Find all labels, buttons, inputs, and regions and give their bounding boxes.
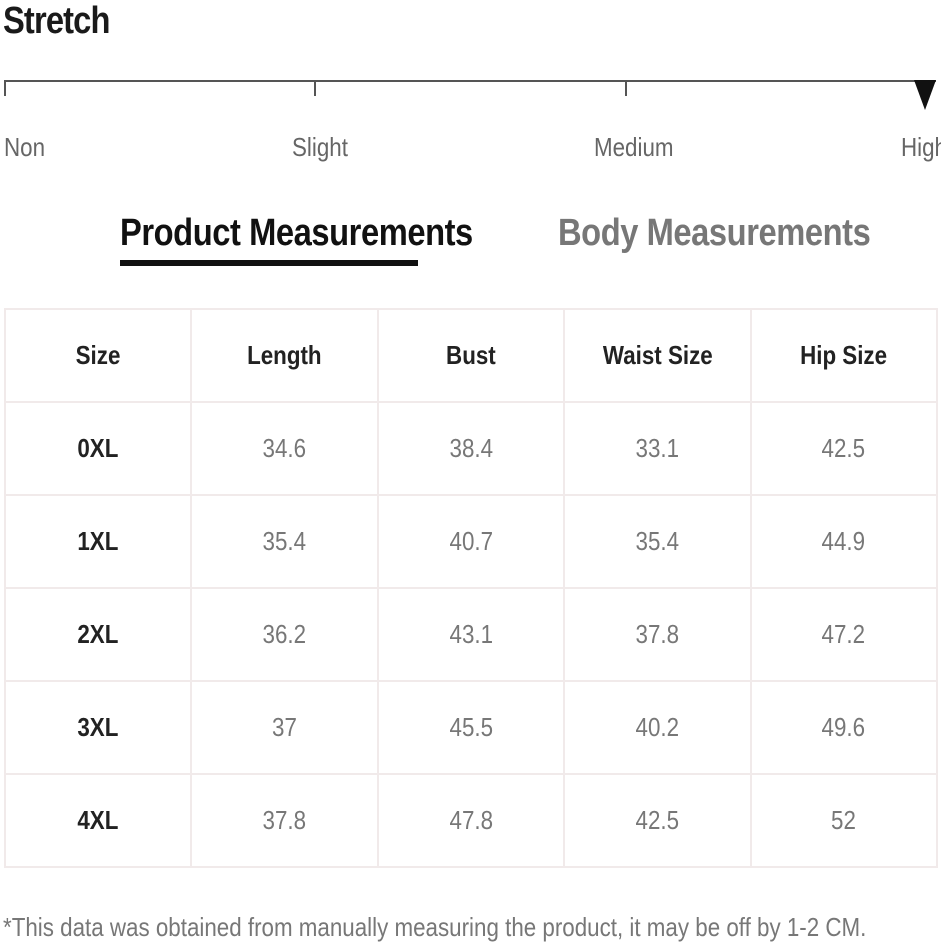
- stretch-scale: Non Slight Medium High: [0, 70, 941, 170]
- stretch-label-high: High: [901, 132, 941, 162]
- header-bust: Bust: [376, 308, 566, 403]
- size-cell: 4XL: [3, 773, 193, 868]
- tab-body-measurements[interactable]: Body Measurements: [558, 212, 871, 254]
- bust-cell: 40.7: [376, 494, 566, 589]
- tab-product-measurements[interactable]: Product Measurements: [120, 212, 473, 254]
- table-row: 0XL 34.6 38.4 33.1 42.5: [3, 401, 939, 496]
- stretch-tick-slight: [314, 80, 316, 96]
- stretch-tick-medium: [625, 80, 627, 96]
- waist-cell: 40.2: [563, 680, 752, 775]
- stretch-label-medium: Medium: [594, 132, 674, 162]
- hip-cell: 49.6: [749, 680, 939, 775]
- waist-cell: 37.8: [563, 587, 752, 682]
- bust-cell: 43.1: [376, 587, 566, 682]
- size-cell: 2XL: [3, 587, 193, 682]
- active-tab-underline: [120, 260, 418, 266]
- table-row: 2XL 36.2 43.1 37.8 47.2: [3, 587, 939, 682]
- size-chart-table: Size Length Bust Waist Size Hip Size 0XL…: [3, 308, 939, 868]
- size-cell: 1XL: [3, 494, 193, 589]
- waist-cell: 35.4: [563, 494, 752, 589]
- hip-cell: 44.9: [749, 494, 939, 589]
- table-row: 1XL 35.4 40.7 35.4 44.9: [3, 494, 939, 589]
- stretch-tick-non: [4, 80, 6, 96]
- header-length: Length: [190, 308, 379, 403]
- bust-cell: 38.4: [376, 401, 566, 496]
- waist-cell: 42.5: [563, 773, 752, 868]
- waist-cell: 33.1: [563, 401, 752, 496]
- table-row: 3XL 37 45.5 40.2 49.6: [3, 680, 939, 775]
- size-cell: 0XL: [3, 401, 193, 496]
- hip-cell: 42.5: [749, 401, 939, 496]
- header-size: Size: [3, 308, 193, 403]
- table-header-row: Size Length Bust Waist Size Hip Size: [3, 308, 939, 403]
- hip-cell: 52: [749, 773, 939, 868]
- length-cell: 37: [190, 680, 379, 775]
- header-waist-size: Waist Size: [563, 308, 752, 403]
- stretch-selected-marker-icon: [914, 80, 936, 110]
- header-hip-size: Hip Size: [749, 308, 939, 403]
- stretch-label-non: Non: [4, 132, 46, 162]
- bust-cell: 47.8: [376, 773, 566, 868]
- bust-cell: 45.5: [376, 680, 566, 775]
- size-cell: 3XL: [3, 680, 193, 775]
- length-cell: 37.8: [190, 773, 379, 868]
- hip-cell: 47.2: [749, 587, 939, 682]
- measurement-footnote: *This data was obtained from manually me…: [3, 912, 867, 942]
- length-cell: 34.6: [190, 401, 379, 496]
- stretch-title: Stretch: [3, 0, 110, 42]
- length-cell: 36.2: [190, 587, 379, 682]
- table-row: 4XL 37.8 47.8 42.5 52: [3, 773, 939, 868]
- stretch-label-slight: Slight: [292, 132, 348, 162]
- length-cell: 35.4: [190, 494, 379, 589]
- stretch-scale-line: [4, 80, 936, 82]
